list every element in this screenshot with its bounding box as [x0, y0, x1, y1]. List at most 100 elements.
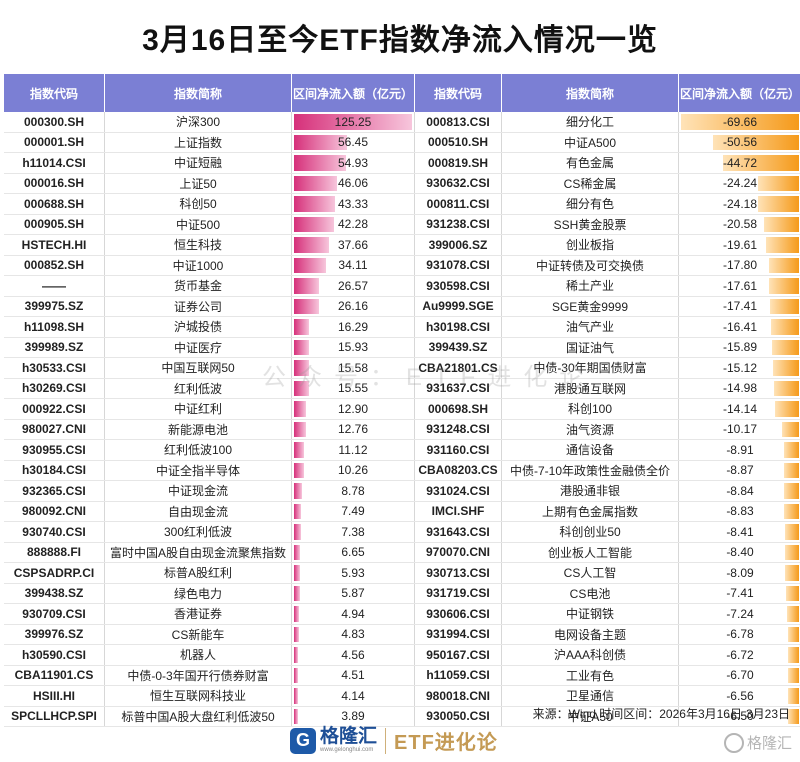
net-inflow-cell: 8.78 [291, 480, 415, 502]
header-code-right: 指数代码 [414, 74, 502, 112]
index-name-right: 中证A500 [501, 132, 679, 153]
outflow-bar [784, 524, 799, 540]
index-name-left: 科创50 [104, 193, 292, 215]
net-inflow-value: 15.55 [337, 381, 369, 396]
inflow-bar [294, 503, 302, 519]
index-name-left: 中证红利 [104, 398, 292, 420]
outflow-bar [758, 196, 799, 212]
index-code-right: 931637.CSI [414, 378, 502, 399]
net-outflow-value: -24.24 [722, 176, 758, 191]
net-inflow-value: 7.38 [341, 524, 365, 539]
net-outflow-cell: -15.89 [678, 337, 800, 358]
table-row: 888888.FI 富时中国A股自由现金流聚焦指数 6.65 970070.CNI 创业… [4, 542, 800, 563]
inflow-bar [294, 585, 300, 601]
outflow-bar [775, 401, 799, 417]
table-row: 980092.CNI 自由现金流 7.49 IMCI.SHF 上期有色金属指数 -8.83 [4, 501, 800, 522]
net-outflow-cell: -24.18 [678, 193, 800, 215]
net-inflow-cell: 34.11 [291, 255, 415, 276]
outflow-bar [757, 175, 799, 191]
index-name-left: 中证1000 [104, 255, 292, 276]
net-inflow-cell: 125.25 [291, 112, 415, 133]
net-outflow-cell: -10.17 [678, 419, 800, 440]
table-row: h11014.CSI 中证短融 54.93 000819.SH 有色金属 -44.72 [4, 152, 800, 174]
outflow-bar [783, 462, 799, 478]
index-code-left: CBA11901.CS [4, 665, 105, 686]
index-name-right: 沪AAA科创债 [501, 644, 679, 666]
net-inflow-value: 4.14 [341, 688, 365, 703]
footer-logos: G 格隆汇 www.gelonghui.com ETF进化论 [290, 726, 498, 755]
index-name-left: 自由现金流 [104, 501, 292, 522]
outflow-bar [773, 360, 799, 376]
inflow-bar [294, 319, 310, 335]
table-row: 000852.SH 中证1000 34.11 931078.CSI 中证转债及可交换债 -… [4, 255, 800, 276]
inflow-bar [294, 380, 309, 396]
net-outflow-cell: -8.91 [678, 439, 800, 461]
index-code-right: Au9999.SGE [414, 296, 502, 317]
outflow-bar [773, 380, 799, 396]
net-outflow-value: -7.41 [726, 586, 754, 601]
index-name-left: 中债-0-3年国开行债券财富 [104, 665, 292, 686]
outflow-bar [787, 626, 799, 642]
net-outflow-cell: -8.40 [678, 542, 800, 563]
etf-flow-table-wrap: 指数代码 指数简称 区间净流入额（亿元） 指数代码 指数简称 区间净流入额（亿元… [4, 74, 800, 727]
index-name-right: 卫星通信 [501, 685, 679, 707]
table-row: 399976.SZ CS新能车 4.83 931994.CSI 电网设备主题 -6.78 [4, 624, 800, 645]
net-inflow-value: 42.28 [337, 217, 369, 232]
index-code-left: h30590.CSI [4, 644, 105, 666]
index-code-left: 930740.CSI [4, 521, 105, 543]
inflow-bar [294, 278, 320, 294]
net-inflow-value: 5.87 [341, 586, 365, 601]
net-outflow-cell: -50.56 [678, 132, 800, 153]
net-outflow-value: -69.66 [722, 114, 758, 129]
index-name-right: 油气产业 [501, 316, 679, 338]
net-outflow-value: -17.61 [722, 278, 758, 293]
net-outflow-value: -10.17 [722, 422, 758, 437]
table-row: 980027.CNI 新能源电池 12.76 931248.CSI 油气资源 -10.17 [4, 419, 800, 440]
index-code-left: 000001.SH [4, 132, 105, 153]
net-outflow-cell: -8.83 [678, 501, 800, 522]
net-outflow-value: -15.89 [722, 340, 758, 355]
net-inflow-cell: 3.89 [291, 706, 415, 727]
index-name-right: 中债-30年期国债财富 [501, 357, 679, 379]
net-outflow-value: -16.41 [722, 319, 758, 334]
net-inflow-value: 4.94 [341, 606, 365, 621]
net-inflow-cell: 15.55 [291, 378, 415, 399]
net-inflow-value: 8.78 [341, 483, 365, 498]
outflow-bar [785, 565, 799, 581]
table-row: h11098.SH 沪城投债 16.29 h30198.CSI 油气产业 -16.41 [4, 316, 800, 338]
net-inflow-value: 125.25 [334, 114, 372, 129]
index-name-left: 红利低波 [104, 378, 292, 399]
gelonghui-logo-icon: G [290, 727, 316, 754]
inflow-bar [294, 483, 303, 499]
net-inflow-cell: 56.45 [291, 132, 415, 153]
gelonghui-ring-icon [723, 732, 744, 753]
inflow-bar [294, 667, 299, 683]
index-name-left: 恒生互联网科技业 [104, 685, 292, 707]
net-outflow-value: -15.12 [722, 360, 758, 375]
index-code-right: 931024.CSI [414, 480, 502, 502]
index-name-right: SSH黄金股票 [501, 214, 679, 235]
index-code-right: 000813.CSI [414, 112, 502, 133]
net-outflow-value: -14.14 [722, 401, 758, 416]
header-flow-right: 区间净流入额（亿元） [678, 74, 800, 112]
index-name-left: 中证全指半导体 [104, 460, 292, 481]
net-outflow-value: -50.56 [722, 135, 758, 150]
inflow-bar [294, 544, 301, 560]
index-name-left: 富时中国A股自由现金流聚焦指数 [104, 542, 292, 563]
index-name-right: CS人工智 [501, 562, 679, 584]
net-inflow-value: 43.33 [337, 196, 369, 211]
index-name-right: 细分化工 [501, 112, 679, 133]
outflow-bar [787, 667, 799, 683]
outflow-bar [784, 544, 799, 560]
table-row: HSTECH.HI 恒生科技 37.66 399006.SZ 创业板指 -19.61 [4, 234, 800, 256]
net-outflow-value: -6.50 [726, 709, 754, 724]
net-outflow-cell: -17.41 [678, 296, 800, 317]
inflow-bar [294, 401, 307, 417]
index-code-right: 950167.CSI [414, 644, 502, 666]
index-code-right: 930598.CSI [414, 275, 502, 297]
net-outflow-value: -6.70 [726, 668, 754, 683]
table-row: 399438.SZ 绿色电力 5.87 931719.CSI CS电池 -7.41 [4, 583, 800, 604]
index-name-left: 中证医疗 [104, 337, 292, 358]
net-inflow-value: 11.12 [338, 442, 368, 457]
index-name-right: CS电池 [501, 583, 679, 604]
